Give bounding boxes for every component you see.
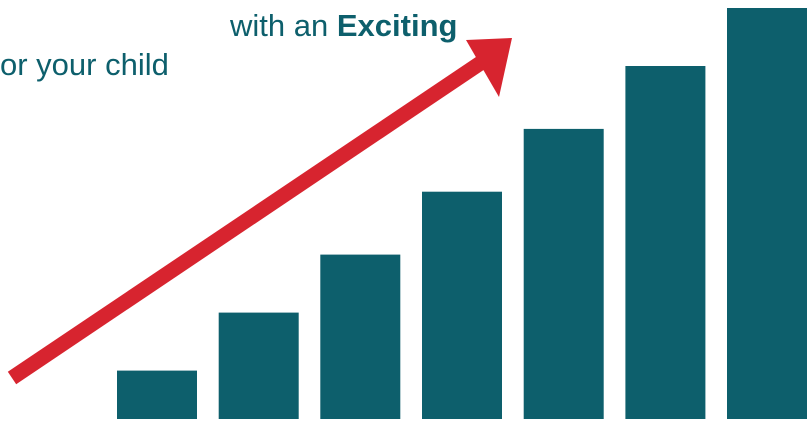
bar-2	[218, 312, 299, 419]
arrow-shaft	[7, 55, 487, 385]
bar-7	[727, 8, 807, 419]
arrow-head	[466, 38, 512, 97]
headline-line-2: or your child	[0, 47, 169, 82]
growth-arrow-icon	[7, 38, 512, 385]
bar-1	[117, 370, 197, 419]
bar-3	[320, 254, 401, 419]
headline-emphasis: Exciting	[336, 8, 458, 43]
bar-4	[422, 191, 502, 419]
headline-line-1: with an Exciting	[230, 6, 457, 46]
bar-5	[523, 128, 604, 419]
bar-6	[625, 66, 706, 419]
headline-line-1-text: with an	[230, 8, 329, 43]
